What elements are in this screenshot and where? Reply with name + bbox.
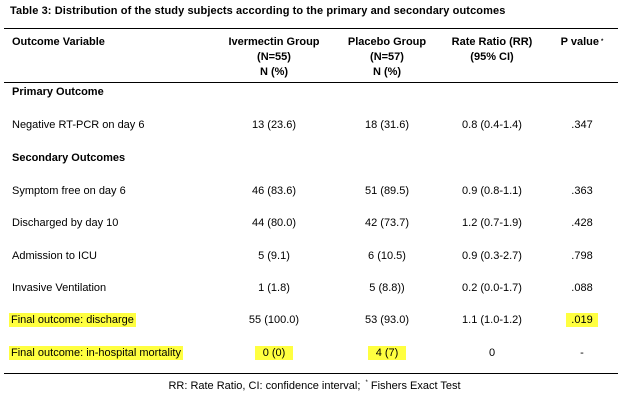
row-rate-ratio: 0.9 (0.8-1.1)	[462, 185, 522, 197]
highlight-mark: Final outcome: in-hospital mortality	[9, 346, 183, 360]
header-ivermectin-line1: Ivermectin Group	[228, 36, 320, 48]
footnote-mark: *	[365, 380, 368, 386]
row-ivermectin: 44 (80.0)	[251, 217, 297, 229]
row-p-value: .798	[571, 250, 593, 262]
row-p-value-highlighted: .019	[552, 313, 612, 327]
header-p-value: P value *	[552, 35, 612, 50]
header-ivermectin: Ivermectin Group (N=55) N (%)	[224, 35, 324, 80]
highlight-mark: Final outcome: discharge	[9, 313, 136, 327]
table-footnote: RR: Rate Ratio, CI: confidence interval;…	[0, 380, 629, 392]
row-rate-ratio: 0.2 (0.0-1.7)	[462, 282, 522, 294]
row-placebo: 53 (93.0)	[364, 314, 410, 326]
highlight-mark: 4 (7)	[367, 346, 407, 360]
highlight-mark: 0 (0)	[254, 346, 294, 360]
row-variable: Admission to ICU	[12, 250, 97, 262]
header-divider	[4, 82, 618, 83]
row-placebo-highlighted: 4 (7)	[341, 346, 433, 360]
row-ivermectin: 55 (100.0)	[248, 314, 300, 326]
row-rate-ratio: 1.1 (1.0-1.2)	[462, 314, 522, 326]
row-ivermectin: 5 (9.1)	[258, 250, 290, 262]
header-placebo-line2: (N=57)	[370, 51, 404, 63]
row-rate-ratio: 0.9 (0.3-2.7)	[462, 250, 522, 262]
row-p-value: -	[580, 347, 584, 359]
row-ivermectin: 13 (23.6)	[251, 119, 297, 131]
header-rate-ratio: Rate Ratio (RR) (95% CI)	[444, 35, 540, 65]
row-p-value: .088	[571, 282, 593, 294]
header-rr-line1: Rate Ratio (RR)	[451, 36, 533, 48]
footnote-text: RR: Rate Ratio, CI: confidence interval;	[168, 380, 361, 392]
footnote-test: Fishers Exact Test	[370, 380, 461, 392]
row-variable: Symptom free on day 6	[12, 185, 126, 197]
header-rr-line2: (95% CI)	[470, 51, 514, 63]
row-placebo: 42 (73.7)	[364, 217, 410, 229]
row-placebo: 51 (89.5)	[364, 185, 410, 197]
row-placebo: 18 (31.6)	[364, 119, 410, 131]
row-p-value: .428	[571, 217, 593, 229]
header-p-label: P value	[560, 36, 599, 48]
row-ivermectin: 1 (1.8)	[258, 282, 290, 294]
row-variable-highlighted: Final outcome: in-hospital mortality	[9, 346, 183, 360]
row-p-value: .363	[571, 185, 593, 197]
row-variable: Invasive Ventilation	[12, 282, 107, 294]
header-placebo-line3: N (%)	[372, 66, 402, 78]
table-caption: Table 3: Distribution of the study subje…	[10, 5, 506, 17]
header-p-mark: *	[600, 39, 604, 45]
row-ivermectin-highlighted: 0 (0)	[224, 346, 324, 360]
header-placebo: Placebo Group (N=57) N (%)	[341, 35, 433, 80]
header-outcome-label: Outcome Variable	[12, 36, 105, 48]
row-rate-ratio: 1.2 (0.7-1.9)	[462, 217, 522, 229]
row-ivermectin: 46 (83.6)	[251, 185, 297, 197]
header-placebo-line1: Placebo Group	[347, 36, 427, 48]
header-ivermectin-line2: (N=55)	[257, 51, 291, 63]
row-variable: Negative RT-PCR on day 6	[12, 119, 145, 131]
highlight-mark: .019	[566, 313, 598, 327]
row-variable: Discharged by day 10	[12, 217, 119, 229]
header-ivermectin-line3: N (%)	[259, 66, 289, 78]
row-placebo: 6 (10.5)	[368, 250, 406, 262]
row-variable-highlighted: Final outcome: discharge	[9, 313, 136, 327]
section-primary-outcome: Primary Outcome	[12, 86, 104, 98]
row-rate-ratio: 0	[488, 347, 496, 359]
row-placebo: 5 (8.8))	[369, 282, 405, 294]
outcomes-table: Outcome Variable Ivermectin Group (N=55)…	[4, 28, 618, 374]
row-rate-ratio: 0.8 (0.4-1.4)	[462, 119, 522, 131]
section-secondary-outcomes: Secondary Outcomes	[12, 152, 126, 164]
header-outcome-variable: Outcome Variable	[12, 35, 105, 50]
row-p-value: .347	[571, 119, 593, 131]
